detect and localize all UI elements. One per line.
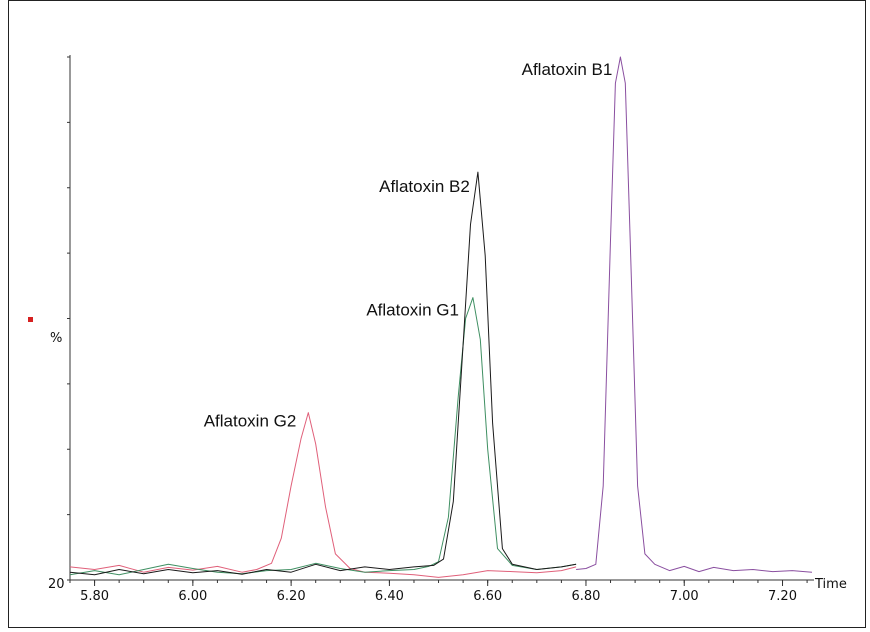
peak-label: Aflatoxin B2 [379, 177, 470, 196]
x-tick-label: 7.00 [670, 589, 699, 604]
x-axis-label: Time [814, 577, 847, 592]
x-tick-label: 6.80 [571, 589, 600, 604]
peak-label: Aflatoxin B1 [522, 60, 613, 79]
x-tick-label: 5.80 [80, 589, 109, 604]
axes: 5.80 6.00 6.20 6.40 6.60 6.80 7.00 7.20 [67, 55, 814, 604]
y-axis-marker [28, 317, 33, 322]
x-tick-label: 6.20 [277, 589, 306, 604]
series-line-g1 [70, 298, 576, 575]
x-tick-label: 6.60 [473, 589, 502, 604]
x-tick-label: 6.00 [178, 589, 207, 604]
labels-layer: Aflatoxin B1 Aflatoxin B2 Aflatoxin G1 Afla… [204, 60, 613, 431]
peak-label: Aflatoxin G1 [366, 301, 459, 320]
series-line-g2 [70, 413, 576, 578]
x-tick-label: 7.20 [768, 589, 797, 604]
y-axis-min-label: 20 [48, 577, 65, 592]
series-line-b1 [576, 57, 812, 572]
series-line-b2 [70, 172, 576, 575]
x-tick-label: 6.40 [375, 589, 404, 604]
y-axis-label: % [50, 331, 62, 346]
peak-label: Aflatoxin G2 [204, 412, 297, 431]
